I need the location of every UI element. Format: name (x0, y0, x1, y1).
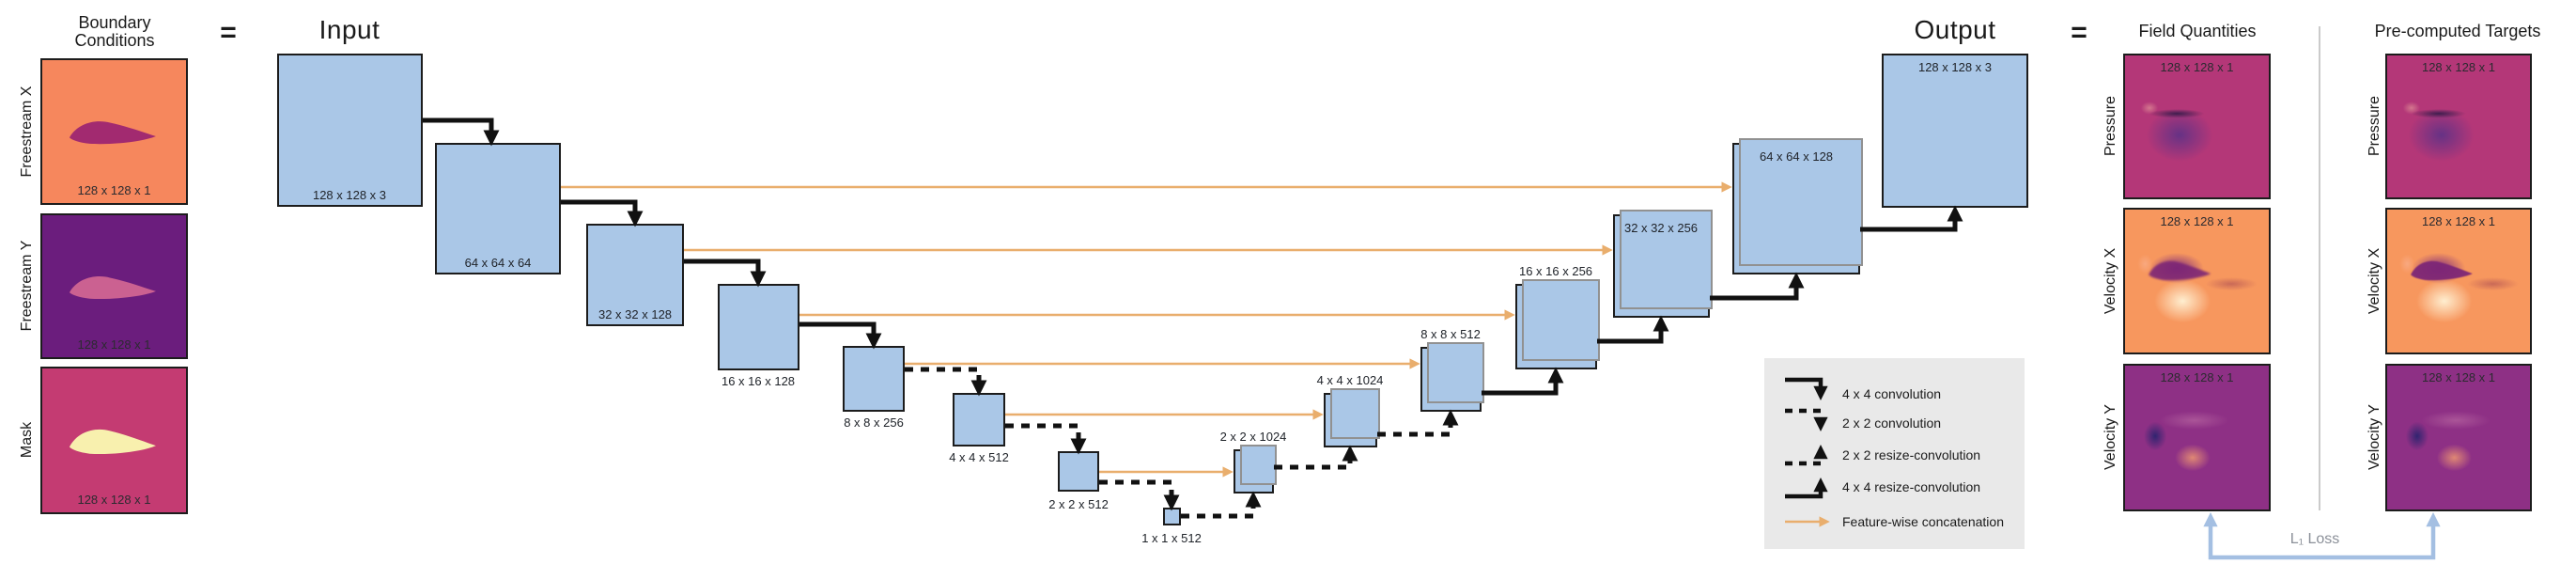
unet-box-enc-2 (1058, 451, 1099, 492)
box-dims-label: 128 x 128 x 3 (1917, 60, 1993, 74)
unet-box-dec-8 (1420, 342, 1484, 412)
row-label-velocity-x-field: Velocity X (2103, 247, 2118, 315)
box-dims-label: 64 x 64 x 128 (1759, 149, 1834, 164)
unet-box-enc-8 (843, 346, 905, 412)
target-image-velocity-x: 128 x 128 x 1 (2385, 208, 2532, 354)
legend-item-4x4-resize-convolution: 4 x 4 resize-convolution (1842, 479, 1981, 494)
legend-item-2x2-resize-convolution: 2 x 2 resize-convolution (1842, 447, 1981, 462)
row-label-freestream-x: Freestream X (19, 86, 35, 178)
box-dims-label: 4 x 4 x 512 (949, 450, 1009, 464)
image-dims-label: 128 x 128 x 1 (2421, 60, 2496, 74)
boundary-conditions-title: Boundary Conditions (74, 14, 154, 50)
field-quantities-title: Field Quantities (2138, 22, 2257, 40)
image-dims-label: 128 x 128 x 1 (2160, 214, 2234, 228)
unet-box-bottleneck-1 (1163, 508, 1181, 525)
row-label-freestream-y: Freestream Y (19, 240, 35, 332)
l1-loss-label: L₁ Loss (2289, 531, 2340, 547)
unet-box-enc-4 (953, 393, 1005, 446)
box-dims-label: 64 x 64 x 64 (464, 256, 532, 270)
precomputed-targets-title: Pre-computed Targets (2374, 22, 2541, 40)
image-dims-label: 128 x 128 x 1 (2160, 370, 2234, 384)
row-label-velocity-y-field: Velocity Y (2103, 404, 2118, 470)
field-image-velocity-x: 128 x 128 x 1 (2123, 208, 2271, 354)
row-label-pressure-field: Pressure (2103, 95, 2118, 157)
equals-sign-left: = (220, 17, 237, 48)
legend-item-4x4-convolution: 4 x 4 convolution (1842, 386, 1942, 401)
row-label-mask: Mask (19, 421, 35, 459)
image-dims-label: 128 x 128 x 1 (77, 337, 151, 352)
legend-item-2x2-convolution: 2 x 2 convolution (1842, 415, 1942, 431)
equals-sign-right: = (2071, 17, 2087, 48)
field-image-velocity-y: 128 x 128 x 1 (2123, 364, 2271, 511)
unet-box-output-128 (1882, 54, 2028, 208)
box-dims-label: 8 x 8 x 512 (1420, 327, 1481, 341)
unet-box-dec-64 (1732, 138, 1863, 274)
unet-box-enc-16 (718, 284, 799, 370)
unet-box-enc-64 (435, 143, 561, 274)
output-title: Output (1914, 15, 1996, 44)
unet-box-dec-32 (1613, 210, 1713, 318)
column-divider (2319, 26, 2320, 510)
conv-2x2-arrows (905, 367, 1180, 511)
airfoil-silhouette-icon (69, 275, 156, 299)
box-dims-label: 32 x 32 x 256 (1623, 221, 1699, 235)
box-dims-label: 32 x 32 x 128 (597, 307, 673, 321)
legend-item-feature-concatenation: Feature-wise concatenation (1842, 514, 2004, 529)
box-dims-label: 2 x 2 x 1024 (1219, 430, 1287, 444)
field-image-pressure: 128 x 128 x 1 (2123, 54, 2271, 199)
boundary-title-line1: Boundary (78, 13, 151, 32)
airfoil-silhouette-icon (69, 121, 156, 145)
target-image-velocity-y: 128 x 128 x 1 (2385, 364, 2532, 511)
boundary-image-mask: 128 x 128 x 1 (40, 367, 188, 514)
box-dims-label: 2 x 2 x 512 (1048, 497, 1109, 511)
boundary-image-freestream-y: 128 x 128 x 1 (40, 213, 188, 359)
image-dims-label: 128 x 128 x 1 (2160, 60, 2234, 74)
airfoil-silhouette-icon (69, 429, 156, 455)
image-dims-label: 128 x 128 x 1 (77, 183, 151, 197)
boundary-image-freestream-x: 128 x 128 x 1 (40, 58, 188, 205)
row-label-pressure-target: Pressure (2367, 95, 2382, 157)
image-dims-label: 128 x 128 x 1 (2421, 370, 2496, 384)
row-label-velocity-y-target: Velocity Y (2367, 404, 2382, 470)
airfoil-silhouette-icon (2149, 260, 2211, 281)
box-dims-label: 1 x 1 x 512 (1141, 531, 1202, 545)
box-dims-label: 16 x 16 x 128 (721, 374, 796, 388)
image-dims-label: 128 x 128 x 1 (77, 493, 151, 507)
unet-box-input-128 (277, 54, 423, 207)
input-title: Input (318, 15, 380, 44)
unet-box-dec-2 (1234, 445, 1277, 494)
boundary-title-line2: Conditions (74, 31, 155, 50)
box-dims-label: 128 x 128 x 3 (312, 188, 387, 202)
unet-box-dec-4 (1324, 388, 1380, 447)
legend-box (1764, 358, 2025, 549)
box-dims-label: 16 x 16 x 256 (1518, 264, 1593, 278)
box-dims-label: 8 x 8 x 256 (844, 415, 904, 430)
row-label-velocity-x-target: Velocity X (2367, 247, 2382, 315)
box-dims-label: 4 x 4 x 1024 (1316, 373, 1384, 387)
image-dims-label: 128 x 128 x 1 (2421, 214, 2496, 228)
airfoil-silhouette-icon (2410, 260, 2473, 281)
unet-box-dec-16 (1515, 279, 1600, 369)
target-image-pressure: 128 x 128 x 1 (2385, 54, 2532, 199)
